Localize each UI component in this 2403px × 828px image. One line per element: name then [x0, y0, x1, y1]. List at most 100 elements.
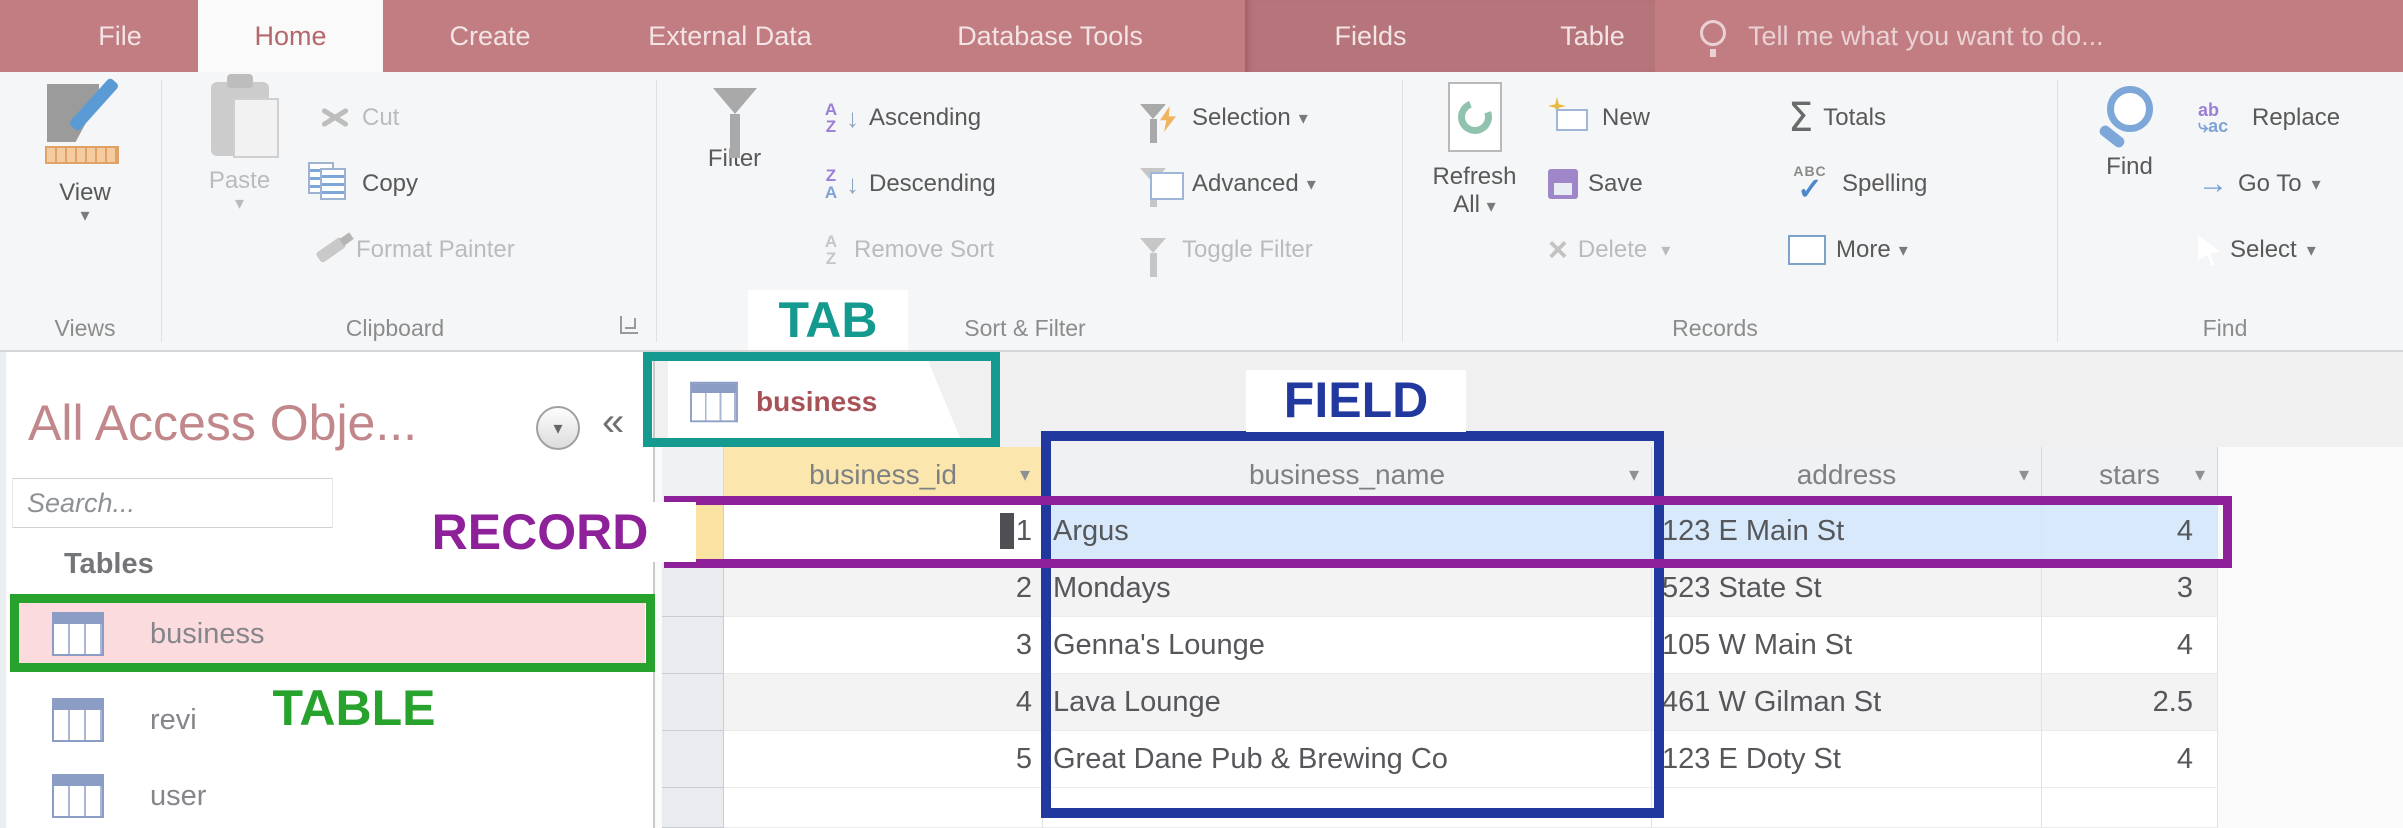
column-dropdown-icon[interactable]: ▾ [2018, 464, 2029, 486]
column-header-business-id[interactable]: business_id ▾ [724, 447, 1043, 503]
table-row: 2 Mondays 523 State St 3 [662, 560, 2218, 617]
save-record-button[interactable]: Save [1548, 162, 1643, 206]
toggle-filter-button[interactable]: Toggle Filter [1140, 228, 1313, 277]
nav-item-business[interactable]: business [14, 602, 645, 666]
cell-address[interactable]: 105 W Main St [1652, 617, 2042, 674]
group-label-views: Views [54, 315, 116, 341]
cut-button[interactable]: Cut [316, 96, 399, 140]
group-label-clipboard: Clipboard [345, 315, 445, 341]
column-dropdown-icon[interactable]: ▾ [1628, 464, 1639, 486]
goto-arrow-icon: → [2198, 167, 2228, 200]
row-selector[interactable] [662, 674, 724, 731]
column-header-address[interactable]: address ▾ [1652, 447, 2042, 503]
advanced-button[interactable]: Advanced ▾ [1140, 162, 1316, 207]
tab-create[interactable]: Create [449, 21, 531, 51]
cell-address[interactable]: 461 W Gilman St [1652, 674, 2042, 731]
nav-pane-menu-button[interactable]: ▾ [536, 406, 580, 450]
delete-record-button[interactable]: × Delete ▾ [1548, 231, 1671, 269]
more-grid-icon [1788, 235, 1826, 265]
filter-button[interactable]: Filter [672, 82, 797, 173]
copy-icon [308, 162, 352, 200]
find-button[interactable]: Find [2072, 82, 2187, 181]
cell-empty[interactable] [2042, 788, 2218, 828]
paste-button[interactable]: Paste ▾ [182, 74, 297, 212]
row-selector[interactable] [662, 503, 724, 560]
down-arrow-icon: ↓ [846, 102, 859, 133]
lightbulb-icon [1700, 20, 1726, 57]
format-painter-button[interactable]: Format Painter [315, 228, 515, 272]
cell-business-name[interactable]: Genna's Lounge [1043, 617, 1652, 674]
cell-business-id[interactable]: 5 [724, 731, 1043, 788]
row-selector[interactable] [662, 731, 724, 788]
tab-database-tools[interactable]: Database Tools [957, 21, 1143, 51]
cell-stars[interactable]: 4 [2042, 503, 2218, 560]
tab-fields[interactable]: Fields [1334, 21, 1407, 51]
nav-item-user[interactable]: user [14, 764, 645, 828]
row-selector[interactable] [662, 617, 724, 674]
cell-business-id[interactable]: 4 [724, 674, 1043, 731]
cell-empty[interactable] [1652, 788, 2042, 828]
nav-section-tables[interactable]: Tables [64, 548, 154, 580]
column-dropdown-icon[interactable]: ▾ [2194, 464, 2205, 486]
new-record-icon [1548, 97, 1592, 135]
cursor-arrow-icon [2198, 235, 2220, 265]
goto-button[interactable]: → Go To ▾ [2198, 167, 2321, 200]
replace-button[interactable]: ab ⤷ac Replace [2198, 100, 2341, 136]
copy-button[interactable]: Copy [308, 162, 418, 206]
cell-stars[interactable]: 4 [2042, 731, 2218, 788]
table-row: 3 Genna's Lounge 105 W Main St 4 [662, 617, 2218, 674]
cell-stars[interactable]: 4 [2042, 617, 2218, 674]
cell-business-name[interactable]: Argus [1043, 503, 1652, 560]
cell-address[interactable]: 123 E Main St [1652, 503, 2042, 560]
column-dropdown-icon[interactable]: ▾ [1019, 464, 1030, 486]
row-selector[interactable] [662, 560, 724, 617]
delete-x-icon: × [1548, 231, 1568, 269]
tab-file[interactable]: File [98, 21, 142, 51]
view-button[interactable]: View ▾ [30, 77, 140, 225]
ribbon-tab-bar: File Home Create External Data Database … [0, 0, 2403, 72]
tell-me-box[interactable]: Tell me what you want to do... [1748, 21, 2104, 51]
select-all-cell[interactable] [662, 447, 724, 503]
table-row: 5 Great Dane Pub & Brewing Co 123 E Doty… [662, 731, 2218, 788]
cell-business-id[interactable]: 3 [724, 617, 1043, 674]
row-selector[interactable] [662, 788, 724, 828]
column-header-business-name[interactable]: business_name ▾ [1043, 447, 1652, 503]
tab-table[interactable]: Table [1560, 21, 1625, 51]
column-header-stars[interactable]: stars ▾ [2042, 447, 2218, 503]
more-button[interactable]: More ▾ [1788, 228, 1908, 272]
nav-pane-title: All Access Obje... [28, 395, 418, 451]
spelling-button[interactable]: ABC ✓ Spelling [1788, 162, 1927, 206]
cell-address[interactable]: 523 State St [1652, 560, 2042, 617]
clipboard-dialog-launcher-icon[interactable] [620, 316, 638, 334]
nav-item-revi[interactable]: revi [14, 688, 645, 752]
tab-home[interactable]: Home [198, 0, 383, 72]
new-record-button[interactable]: New [1548, 96, 1650, 140]
shutter-bar-close-icon[interactable]: « [602, 400, 625, 444]
document-tab-business[interactable]: business [668, 356, 964, 447]
table-row: 1 Argus 123 E Main St 4 [662, 503, 2218, 560]
cell-business-id[interactable]: 2 [724, 560, 1043, 617]
select-button[interactable]: Select ▾ [2198, 228, 2316, 272]
cell-stars[interactable]: 2.5 [2042, 674, 2218, 731]
tab-external-data[interactable]: External Data [648, 21, 812, 51]
cell-business-id[interactable]: 1 [724, 503, 1043, 560]
cell-business-name[interactable]: Mondays [1043, 560, 1652, 617]
chevron-down-icon: ▾ [80, 205, 90, 225]
cell-stars[interactable]: 3 [2042, 560, 2218, 617]
table-row-empty [662, 788, 2218, 828]
selection-button[interactable]: Selection ▾ [1140, 96, 1308, 143]
search-input[interactable]: Search... [12, 478, 333, 528]
cell-empty[interactable] [724, 788, 1043, 828]
cell-business-name[interactable]: Great Dane Pub & Brewing Co [1043, 731, 1652, 788]
cell-business-name[interactable]: Lava Lounge [1043, 674, 1652, 731]
cell-address[interactable]: 123 E Doty St [1652, 731, 2042, 788]
cell-empty[interactable] [1043, 788, 1652, 828]
refresh-all-button[interactable]: Refresh All ▾ [1412, 82, 1537, 219]
totals-button[interactable]: Σ Totals [1788, 95, 1886, 141]
